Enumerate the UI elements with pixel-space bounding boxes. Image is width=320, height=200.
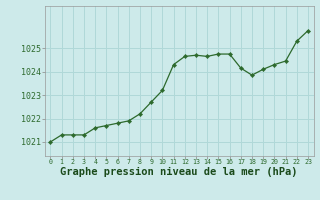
- X-axis label: Graphe pression niveau de la mer (hPa): Graphe pression niveau de la mer (hPa): [60, 167, 298, 177]
